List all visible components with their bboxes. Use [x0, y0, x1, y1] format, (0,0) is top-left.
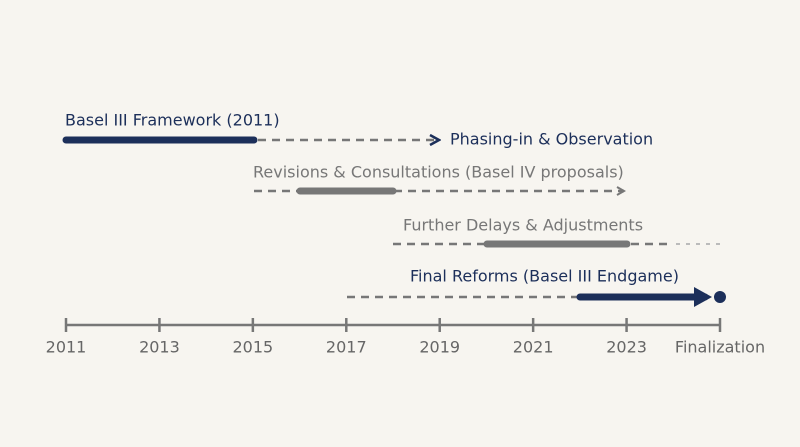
axis-ticks: 2011 2013 2015 2017 2019 2021 2023 Finalization: [46, 318, 765, 357]
phase-label: Revisions & Consultations (Basel IV prop…: [253, 163, 624, 182]
axis-label: 2017: [326, 338, 367, 357]
axis-label: 2011: [46, 338, 87, 357]
axis-label: Finalization: [675, 338, 765, 357]
phase-label: Basel III Framework (2011): [65, 111, 280, 130]
phase-label: Further Delays & Adjustments: [403, 216, 643, 235]
axis-label: 2015: [232, 338, 273, 357]
phase-label: Final Reforms (Basel III Endgame): [410, 267, 679, 286]
arrow-head: [694, 287, 712, 307]
end-dot: [714, 291, 726, 303]
phase-label: Phasing-in & Observation: [450, 130, 653, 149]
axis-label: 2013: [139, 338, 180, 357]
axis-label: 2023: [606, 338, 647, 357]
axis-label: 2019: [419, 338, 460, 357]
axis-label: 2021: [513, 338, 554, 357]
